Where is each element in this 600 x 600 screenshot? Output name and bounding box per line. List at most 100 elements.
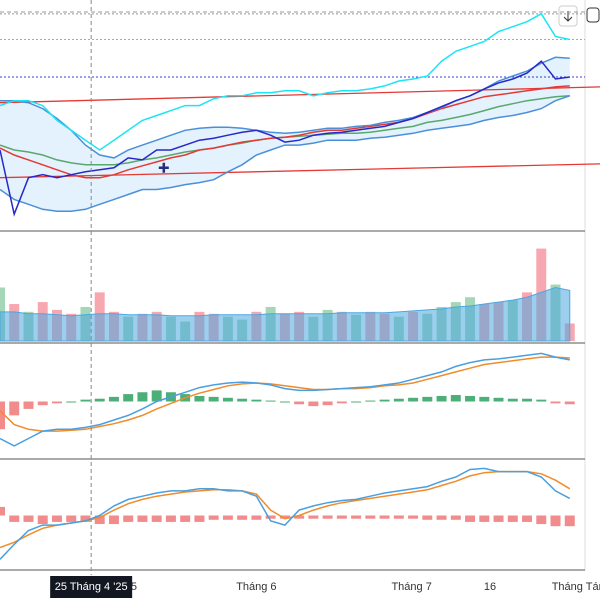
histogram-bar: [465, 515, 476, 522]
cross-marker: [158, 162, 169, 173]
histogram-bar: [351, 401, 362, 403]
histogram-bar: [251, 399, 262, 402]
histogram-bar: [208, 515, 219, 520]
histogram-bar: [336, 401, 347, 404]
histogram-bar: [279, 401, 290, 403]
histogram-bar: [0, 401, 5, 430]
histogram-bar: [108, 396, 119, 402]
crosshair-label-box: [50, 576, 133, 598]
histogram-bar: [336, 515, 347, 519]
histogram-bar: [237, 515, 248, 520]
histogram-bar: [23, 401, 34, 409]
histogram-bar: [123, 394, 134, 402]
histogram-bar: [493, 397, 504, 402]
histogram-bar: [137, 392, 148, 402]
indicator-line: [0, 352, 570, 447]
histogram-bar: [222, 397, 233, 402]
histogram-bar: [393, 398, 404, 402]
histogram-bar: [408, 397, 419, 402]
series-line: [0, 12, 570, 151]
trend-line: [0, 163, 600, 179]
x-tick-label: Tháng Tám: [552, 581, 600, 593]
histogram-bar: [80, 399, 91, 402]
indicator-line: [0, 467, 571, 560]
histogram-bar: [450, 515, 461, 520]
x-tick-label: Tháng 7: [391, 581, 431, 593]
histogram-bar: [94, 398, 105, 402]
histogram-bar: [23, 515, 34, 522]
histogram-bar: [80, 515, 91, 522]
series-line: [0, 60, 570, 217]
histogram-bar: [450, 395, 461, 402]
series-line: [0, 95, 571, 212]
histogram-bar: [522, 515, 533, 522]
histogram-bar: [365, 400, 376, 402]
histogram-bar: [365, 515, 376, 519]
crosshair-label: 25 Tháng 4 '25: [55, 581, 128, 593]
histogram-bar: [180, 515, 191, 522]
histogram-bar: [479, 515, 490, 522]
histogram-bar: [0, 506, 5, 516]
histogram-bar: [294, 401, 305, 405]
histogram-bar: [564, 401, 575, 405]
arrow-icon: [563, 11, 573, 22]
histogram-bar: [308, 401, 319, 407]
histogram-bar: [422, 515, 433, 520]
histogram-bar: [151, 515, 162, 522]
histogram-bar: [9, 515, 20, 522]
histogram-bar: [251, 515, 262, 520]
band-fill: [0, 57, 570, 212]
histogram-bar: [379, 515, 390, 519]
histogram-bar: [479, 396, 490, 402]
histogram-bar: [351, 515, 362, 519]
volume-ma-area: [0, 286, 571, 342]
histogram-bar: [536, 399, 547, 402]
histogram-bar: [194, 395, 205, 402]
histogram-bar: [408, 515, 419, 519]
histogram-bar: [9, 401, 20, 416]
histogram-bar: [522, 398, 533, 402]
histogram-bar: [51, 515, 62, 522]
histogram-bar: [151, 390, 162, 402]
histogram-bar: [294, 515, 305, 519]
histogram-bar: [322, 515, 333, 519]
histogram-bar: [536, 515, 547, 525]
histogram-bar: [322, 401, 333, 406]
histogram-bar: [222, 515, 233, 520]
histogram-bar: [94, 515, 105, 525]
histogram-bar: [422, 396, 433, 402]
histogram-bar: [208, 396, 219, 402]
histogram-bar: [66, 401, 77, 403]
histogram-bar: [265, 400, 276, 402]
histogram-bar: [465, 395, 476, 402]
histogram-bar: [436, 515, 447, 520]
histogram-bar: [436, 395, 447, 402]
histogram-bar: [308, 515, 319, 519]
reset-button[interactable]: [586, 7, 600, 23]
histogram-bar: [37, 515, 48, 525]
histogram-bar: [550, 515, 561, 527]
histogram-bar: [123, 515, 134, 522]
histogram-bar: [137, 515, 148, 522]
histogram-bar: [265, 515, 276, 519]
histogram-bar: [279, 515, 290, 519]
histogram-bar: [550, 401, 561, 404]
histogram-bar: [194, 515, 205, 522]
histogram-bar: [564, 515, 575, 527]
series-line: [0, 85, 570, 179]
x-tick-label: Tháng 6: [236, 581, 276, 593]
histogram-bar: [379, 399, 390, 402]
histogram-bar: [108, 515, 119, 525]
histogram-bar: [507, 398, 518, 402]
indicator-line: [0, 470, 571, 549]
histogram-bar: [37, 401, 48, 406]
histogram-bar: [51, 401, 62, 404]
histogram-bar: [507, 515, 518, 522]
histogram-bar: [66, 515, 77, 522]
trend-line: [0, 86, 600, 104]
histogram-bar: [393, 515, 404, 519]
histogram-bar: [165, 515, 176, 522]
histogram-bar: [493, 515, 504, 522]
indicator-line: [0, 356, 570, 432]
